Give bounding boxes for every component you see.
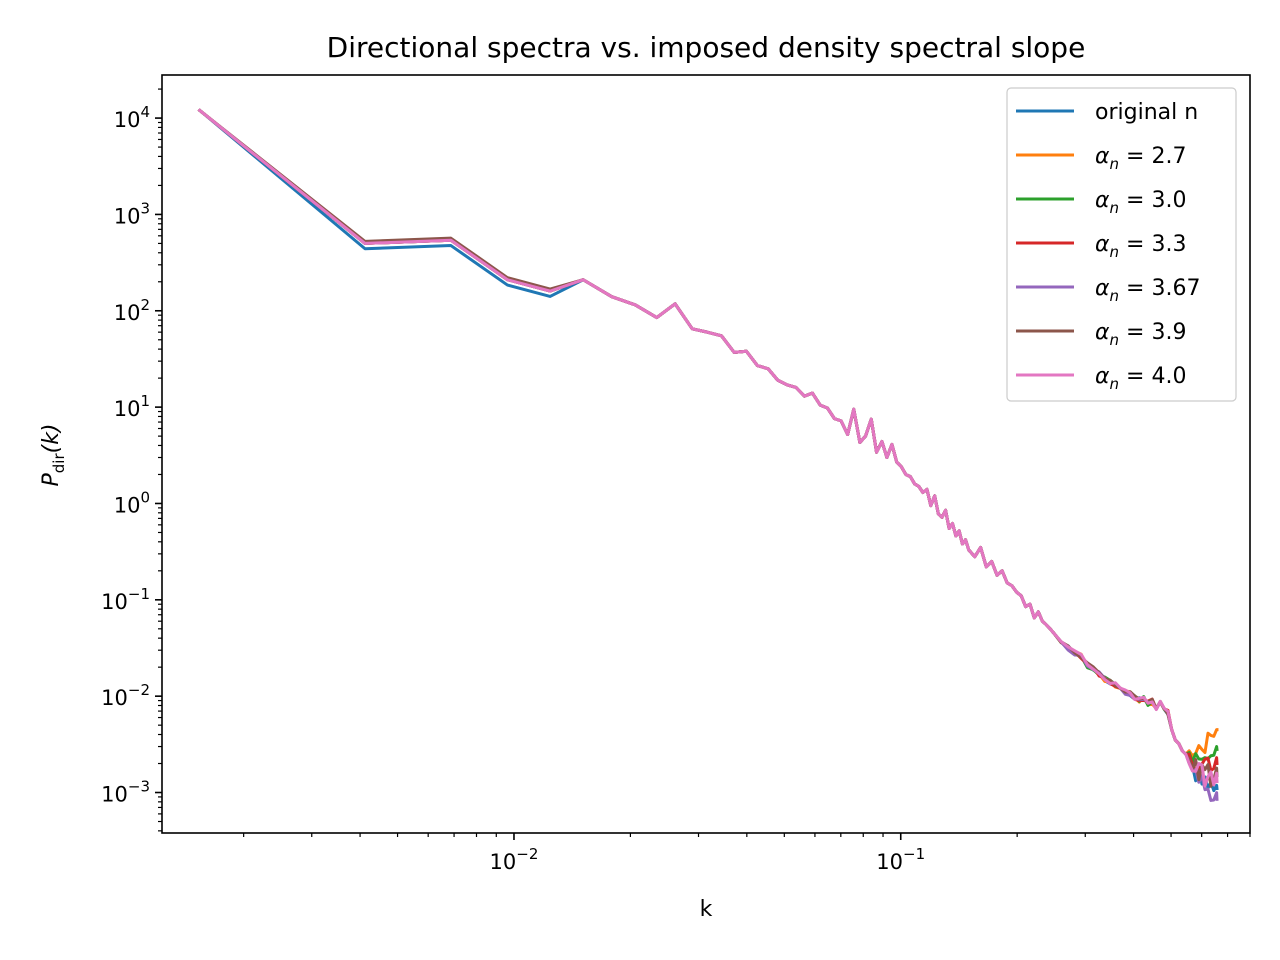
y-axis: 104 103 102 101 100 10−1 10−2 10−3 (101, 88, 162, 832)
y-tick-label-3: 101 (114, 392, 150, 421)
x-axis-label: k (700, 897, 713, 922)
y-axis-label-paren: (k) (39, 423, 64, 453)
y-tick-label-2: 102 (114, 296, 150, 325)
series-line-6 (197, 108, 1219, 788)
plot-area (161, 74, 1251, 834)
legend-label-4: αn = 3.67 (1095, 276, 1200, 305)
x-axis: 10−2 10−1 (243, 833, 1251, 874)
chart-title: Directional spectra vs. imposed density … (327, 31, 1086, 64)
y-tick-label-6: 10−2 (101, 681, 150, 710)
legend-frame (1006, 87, 1237, 402)
y-tick-label-0: 104 (114, 103, 150, 132)
y-tick-label-7: 10−3 (101, 778, 150, 807)
y-axis-label-main: P (39, 473, 64, 487)
legend-label-3: αn = 3.3 (1095, 232, 1186, 261)
legend-label-6: αn = 4.0 (1095, 364, 1186, 393)
y-tick-label-4: 100 (114, 488, 150, 517)
x-tick-label-1: 10−1 (876, 845, 925, 874)
y-tick-label-1: 103 (114, 199, 150, 228)
legend-label-2: αn = 3.0 (1095, 188, 1186, 217)
legend-label-5: αn = 3.9 (1095, 320, 1186, 349)
x-tick-label-0: 10−2 (490, 845, 539, 874)
y-tick-label-5: 10−1 (101, 585, 150, 614)
plot-frame (161, 74, 1251, 834)
legend-label-0: original n (1095, 100, 1198, 125)
legend-label-1: αn = 2.7 (1095, 144, 1186, 173)
y-axis-label: Pdir(k) (39, 423, 68, 486)
series-lines (197, 108, 1219, 802)
y-axis-label-sub: dir (50, 453, 68, 474)
legend: original n αn = 2.7 αn = 3.0 αn = 3.3 αn = 3… (1006, 87, 1237, 402)
